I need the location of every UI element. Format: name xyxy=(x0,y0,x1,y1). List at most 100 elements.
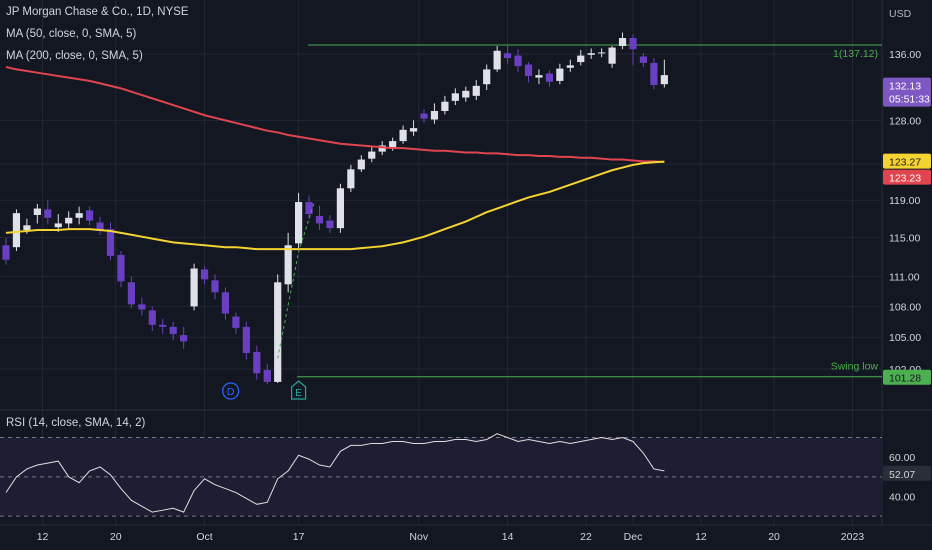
candle[interactable] xyxy=(629,34,637,66)
candle[interactable] xyxy=(493,45,501,72)
candle[interactable] xyxy=(86,206,94,226)
candle[interactable] xyxy=(315,205,324,231)
candle[interactable] xyxy=(504,45,512,64)
price-axis[interactable]: 136.00128.00123.00119.00115.00111.00108.… xyxy=(883,49,931,503)
candle[interactable] xyxy=(253,345,261,380)
candle[interactable] xyxy=(535,69,543,85)
price-tick-label: 119.00 xyxy=(889,195,920,207)
candle[interactable] xyxy=(54,214,62,232)
candle[interactable] xyxy=(169,321,177,341)
candles[interactable] xyxy=(2,32,668,385)
rsi-value-tag-text: 52.07 xyxy=(889,469,915,481)
candle[interactable] xyxy=(180,326,188,349)
rsi-pane xyxy=(0,433,882,517)
candle[interactable] xyxy=(159,318,167,335)
candle[interactable] xyxy=(138,297,146,316)
candle[interactable] xyxy=(472,80,480,101)
candle[interactable] xyxy=(232,312,240,335)
projection-line xyxy=(277,201,315,359)
currency-label: USD xyxy=(889,8,912,20)
candle[interactable] xyxy=(148,306,156,331)
candle[interactable] xyxy=(409,120,418,136)
ma200-tag[interactable]: 123.23 xyxy=(883,169,931,185)
price-tick-label: 111.00 xyxy=(889,271,920,283)
time-tick-label: Oct xyxy=(196,531,212,543)
swing-low-tag[interactable]: 101.28 xyxy=(883,369,931,385)
candle[interactable] xyxy=(556,63,564,85)
candle[interactable] xyxy=(639,53,648,67)
candle[interactable] xyxy=(284,232,292,293)
candle[interactable] xyxy=(608,45,616,68)
candle[interactable] xyxy=(514,49,522,72)
candle-body xyxy=(274,282,282,382)
time-axis[interactable]: 12 20 Oct 17 Nov 14 22 Dec 12 20 2023 xyxy=(0,524,932,543)
candle[interactable] xyxy=(263,363,271,385)
candle[interactable] xyxy=(221,287,230,320)
candle[interactable] xyxy=(545,70,553,87)
ma200-line xyxy=(5,65,665,163)
candle[interactable] xyxy=(12,209,21,252)
candle-body xyxy=(75,213,83,218)
candle[interactable] xyxy=(650,58,658,90)
candle[interactable] xyxy=(347,164,355,192)
candle[interactable] xyxy=(357,155,365,173)
candle[interactable] xyxy=(368,146,376,163)
candle-body xyxy=(180,335,188,342)
candle[interactable] xyxy=(587,48,595,59)
legend-symbol[interactable]: JP Morgan Chase & Co., 1D, NYSE xyxy=(6,6,189,18)
candle[interactable] xyxy=(2,237,10,265)
candle[interactable] xyxy=(524,62,533,83)
candle[interactable] xyxy=(127,276,135,309)
candle-body xyxy=(660,75,668,85)
time-tick-label: Dec xyxy=(624,531,643,543)
candle[interactable] xyxy=(242,321,250,360)
candle[interactable] xyxy=(295,192,303,249)
candle-body xyxy=(430,111,439,120)
candle[interactable] xyxy=(305,195,313,219)
candle-body xyxy=(315,215,324,224)
candle[interactable] xyxy=(420,109,428,123)
candle-body xyxy=(462,90,470,98)
swing-low-label: Swing low xyxy=(831,361,879,373)
legend-ma50[interactable]: MA (50, close, 0, SMA, 5) xyxy=(6,28,137,40)
legend-rsi[interactable]: RSI (14, close, SMA, 14, 2) xyxy=(6,417,146,429)
candle[interactable] xyxy=(96,216,104,235)
candle[interactable] xyxy=(336,183,344,233)
candle[interactable] xyxy=(566,59,574,72)
last-price-tag-text: 132.13 xyxy=(889,81,921,93)
candle[interactable] xyxy=(211,274,219,300)
candle[interactable] xyxy=(577,49,585,66)
candle[interactable] xyxy=(430,103,439,124)
rsi-value-tag[interactable]: 52.07 xyxy=(883,465,931,481)
candle[interactable] xyxy=(33,203,41,224)
candle[interactable] xyxy=(598,48,606,58)
candle-body xyxy=(420,113,428,119)
candle[interactable] xyxy=(117,251,125,288)
candle[interactable] xyxy=(274,274,282,383)
candle[interactable] xyxy=(483,64,491,91)
candle[interactable] xyxy=(44,200,52,225)
candle[interactable] xyxy=(618,32,627,50)
legend-ma200[interactable]: MA (200, close, 0, SMA, 5) xyxy=(6,50,143,62)
candle[interactable] xyxy=(75,206,83,225)
candle-body xyxy=(138,304,146,310)
ma50-tag[interactable]: 123.27 xyxy=(883,153,931,169)
candle[interactable] xyxy=(660,59,668,88)
candle[interactable] xyxy=(399,125,407,144)
candle[interactable] xyxy=(441,95,449,115)
candle[interactable] xyxy=(451,88,459,106)
candle[interactable] xyxy=(326,215,334,233)
candle[interactable] xyxy=(65,211,73,229)
time-tick-label: 2023 xyxy=(841,531,865,543)
candle[interactable] xyxy=(190,263,198,311)
candle[interactable] xyxy=(200,266,209,285)
candle-body xyxy=(295,202,303,244)
time-tick-label: 20 xyxy=(110,531,122,543)
candle[interactable] xyxy=(462,86,470,102)
candle[interactable] xyxy=(106,222,115,260)
earnings-marker[interactable] xyxy=(291,380,307,400)
dividend-marker[interactable] xyxy=(222,382,240,400)
